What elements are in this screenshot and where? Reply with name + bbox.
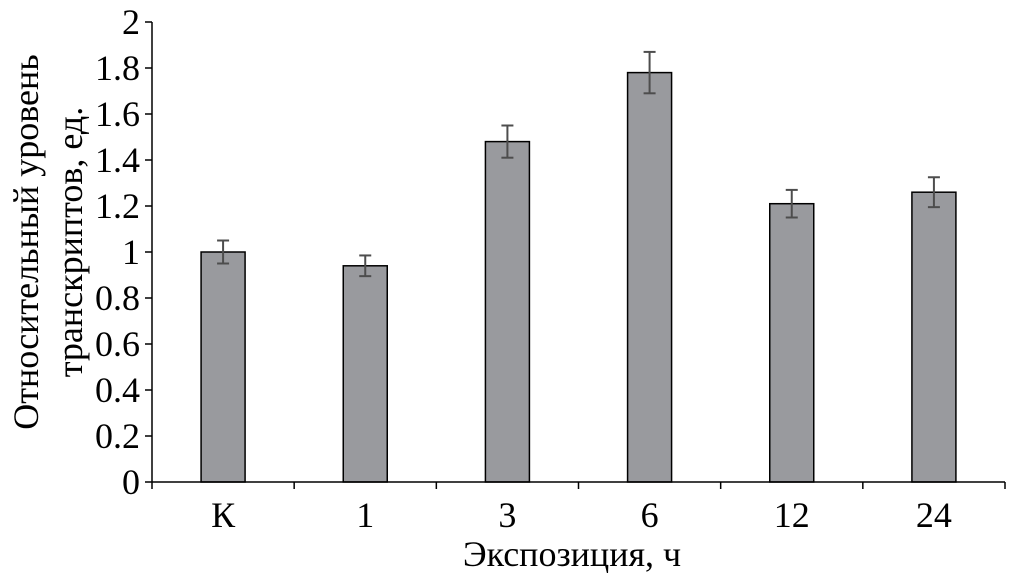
y-axis-title: Относительный уровень транскриптов, ед. — [6, 54, 90, 429]
y-axis: 0 0.2 0.4 0.6 0.8 1 1.2 1.4 1.6 1.8 2 — [95, 2, 153, 502]
x-tick-label-3: 6 — [641, 495, 659, 535]
bar-2 — [484, 140, 531, 483]
y-tick-label-2: 0.4 — [95, 370, 140, 410]
y-tick-label-8: 1.6 — [95, 94, 140, 134]
y-tick-label-3: 0.6 — [95, 324, 140, 364]
x-tick-label-4: 12 — [774, 495, 810, 535]
y-tick-label-10: 2 — [122, 2, 140, 42]
bar-3 — [626, 71, 673, 483]
bar-0 — [200, 251, 246, 483]
x-tick-label-0: К — [211, 495, 236, 535]
x-tick-label-5: 24 — [916, 495, 952, 535]
x-axis-title: Экспозиция, ч — [463, 534, 681, 574]
y-axis-title-line-2: транскриптов, ед. — [50, 107, 90, 378]
y-tick-label-6: 1.2 — [95, 186, 140, 226]
x-axis: К 1 3 6 12 24 — [151, 481, 1006, 535]
y-tick-label-7: 1.4 — [95, 140, 140, 180]
bar-1 — [342, 265, 388, 483]
bar-4 — [769, 202, 815, 483]
y-axis-title-line-1: Относительный уровень — [6, 54, 46, 429]
bars — [200, 71, 957, 483]
x-tick-label-2: 3 — [498, 495, 516, 535]
x-tick-label-1: 1 — [356, 495, 374, 535]
y-tick-label-0: 0 — [122, 462, 140, 502]
y-tick-label-1: 0.2 — [95, 416, 140, 456]
y-tick-label-5: 1 — [122, 232, 140, 272]
y-tick-label-9: 1.8 — [95, 48, 140, 88]
y-tick-label-4: 0.8 — [95, 278, 140, 318]
error-bars — [217, 50, 940, 278]
bar-5 — [911, 191, 957, 483]
